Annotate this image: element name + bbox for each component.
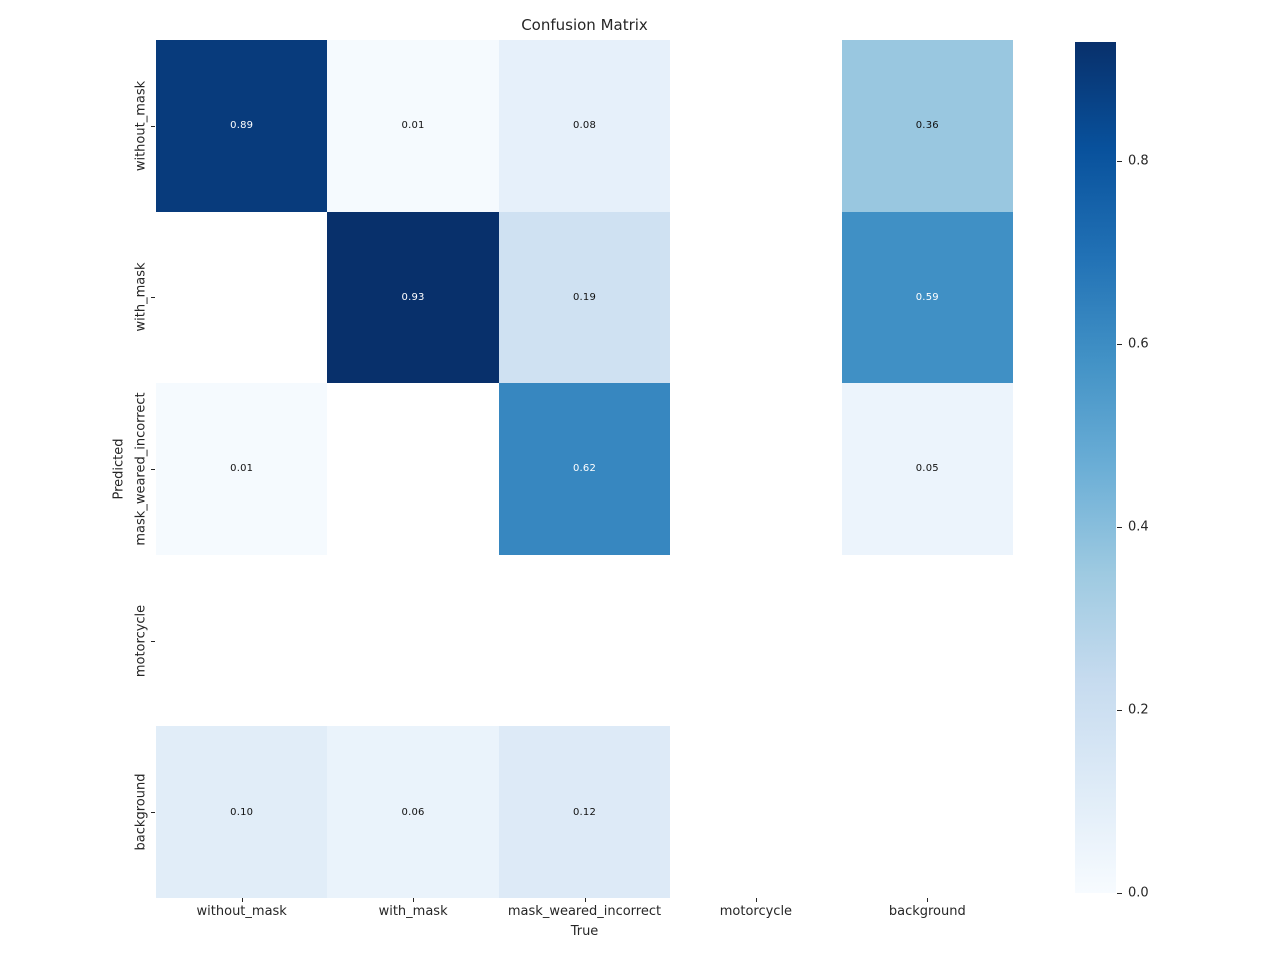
cell-value: 0.36 (915, 120, 939, 132)
cell-value: 0.08 (572, 120, 597, 132)
cell-value: 0.05 (915, 463, 939, 475)
colorbar-tick-label: 0.0 (1128, 885, 1149, 901)
y-tick-mark (151, 469, 155, 470)
x-tick-label: background (888, 904, 966, 919)
colorbar-tick-label: 0.6 (1128, 336, 1149, 352)
heatmap-cell-without_mask-mask_weared_incorrect: 0.08 (498, 40, 671, 212)
cell-value: 0.01 (401, 120, 425, 132)
cell-value: 0.06 (401, 806, 425, 818)
heatmap-cell-mask_weared_incorrect-motorcycle (670, 383, 842, 555)
heatmap-cell-with_mask-with_mask: 0.93 (327, 211, 499, 384)
heatmap-cell-mask_weared_incorrect-background: 0.05 (841, 383, 1013, 555)
colorbar-tick-label: 0.2 (1128, 702, 1149, 718)
heatmap-cell-without_mask-motorcycle (670, 40, 842, 212)
heatmap-cell-with_mask-background: 0.59 (841, 211, 1013, 384)
cell-value: 0.89 (230, 120, 254, 132)
heatmap-cell-mask_weared_incorrect-without_mask: 0.01 (156, 383, 328, 555)
colorbar-tick-mark (1117, 709, 1122, 711)
x-tick-mark (584, 898, 586, 902)
heatmap-cell-background-without_mask: 0.10 (156, 726, 328, 898)
x-tick-mark (413, 898, 415, 902)
heatmap-cell-background-background (841, 726, 1013, 898)
y-tick-label: with_mask (133, 262, 149, 332)
colorbar-tick-label: 0.8 (1128, 153, 1149, 169)
y-tick-label: without_mask (133, 80, 149, 171)
heatmap-cell-with_mask-motorcycle (670, 211, 842, 384)
colorbar-tick-mark (1117, 343, 1122, 345)
cell-value: 0.93 (401, 291, 425, 303)
heatmap-grid: 0.89 0.01 0.08 0.36 0.93 0.19 0.59 0.01 0.62 0.05… (156, 40, 1013, 898)
y-axis-label: Predicted (111, 438, 127, 500)
heatmap-cell-motorcycle-background (841, 554, 1013, 727)
x-tick-label: motorcycle (719, 904, 793, 919)
heatmap-cell-without_mask-without_mask: 0.89 (156, 40, 328, 212)
y-tick-mark (151, 297, 155, 299)
cell-value: 0.01 (230, 463, 254, 475)
colorbar-tick-mark (1117, 160, 1122, 162)
heatmap-cell-without_mask-background: 0.36 (841, 40, 1013, 212)
heatmap-cell-without_mask-with_mask: 0.01 (327, 40, 499, 212)
heatmap-cell-mask_weared_incorrect-mask_weared_incorrect: 0.62 (498, 383, 671, 555)
heatmap-cell-motorcycle-with_mask (327, 554, 499, 727)
y-tick-mark (151, 812, 155, 814)
y-tick-label: background (133, 773, 149, 851)
x-tick-label: mask_weared_incorrect (507, 904, 662, 919)
y-tick-mark (151, 125, 155, 127)
heatmap-cell-with_mask-without_mask (156, 211, 328, 384)
heatmap-cell-motorcycle-mask_weared_incorrect (498, 554, 671, 727)
heatmap-cell-with_mask-mask_weared_incorrect: 0.19 (498, 211, 671, 384)
colorbar (1075, 42, 1116, 893)
colorbar-tick-mark (1117, 526, 1122, 528)
cell-value: 0.59 (915, 291, 939, 303)
cell-value: 0.12 (572, 806, 597, 818)
heatmap-cell-motorcycle-motorcycle (670, 554, 842, 727)
heatmap-cell-background-mask_weared_incorrect: 0.12 (498, 726, 671, 898)
cell-value: 0.62 (572, 463, 597, 475)
heatmap-cell-background-with_mask: 0.06 (327, 726, 499, 898)
x-tick-label: without_mask (196, 904, 287, 919)
x-tick-mark (927, 898, 929, 902)
colorbar-tick-label: 0.4 (1128, 519, 1149, 535)
y-tick-label: mask_weared_incorrect (133, 392, 149, 546)
cell-value: 0.10 (230, 806, 254, 818)
x-tick-mark (241, 898, 243, 902)
x-tick-mark (755, 898, 757, 902)
x-axis-label: True (570, 924, 599, 939)
heatmap-cell-motorcycle-without_mask (156, 554, 328, 727)
colorbar-tick-mark (1117, 893, 1122, 894)
cell-value: 0.19 (572, 291, 597, 303)
y-tick-label: motorcycle (133, 604, 149, 677)
chart-title: Confusion Matrix (521, 16, 648, 34)
y-tick-mark (151, 640, 155, 642)
heatmap-cell-mask_weared_incorrect-with_mask (327, 383, 499, 555)
heatmap-cell-background-motorcycle (670, 726, 842, 898)
x-tick-label: with_mask (378, 904, 448, 919)
